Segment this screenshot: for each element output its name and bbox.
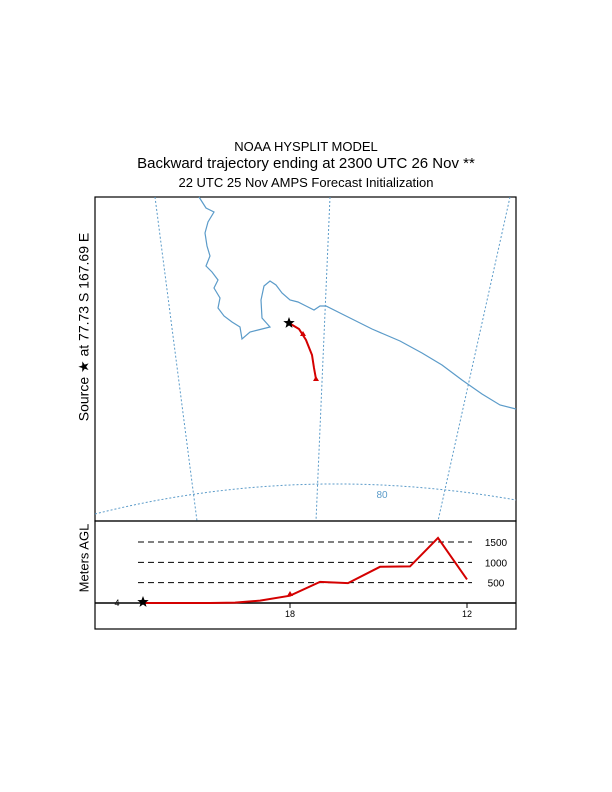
y-tick-label: 1000 <box>485 558 508 569</box>
source-star-icon <box>283 317 295 328</box>
meridian-line <box>437 196 511 522</box>
start-height-label: 4 <box>114 598 119 608</box>
meridian-line <box>315 196 331 522</box>
x-tick-label: 18 <box>285 609 295 619</box>
coastline <box>198 196 517 410</box>
trajectory-path <box>288 322 317 380</box>
chart-subtitle: Backward trajectory ending at 2300 UTC 2… <box>137 155 475 172</box>
trajectory-marker <box>313 376 319 381</box>
latitude-label: 80 <box>376 490 388 501</box>
latitude-circle <box>94 483 517 515</box>
height-series-line <box>143 536 468 604</box>
map-panel-frame <box>94 196 517 522</box>
chart-title: NOAA HYSPLIT MODEL <box>234 139 378 154</box>
height-series-marker <box>287 591 293 596</box>
height-source-star-icon <box>137 596 149 607</box>
chart-initialization-label: 22 UTC 25 Nov AMPS Forecast Initializati… <box>178 175 434 190</box>
trajectory-marker <box>300 331 306 336</box>
height-panel-frame <box>94 520 517 630</box>
y-tick-label: 1500 <box>485 538 508 549</box>
y-tick-label: 500 <box>488 579 505 590</box>
meridian-line <box>154 196 198 522</box>
x-tick-label: 12 <box>462 609 472 619</box>
